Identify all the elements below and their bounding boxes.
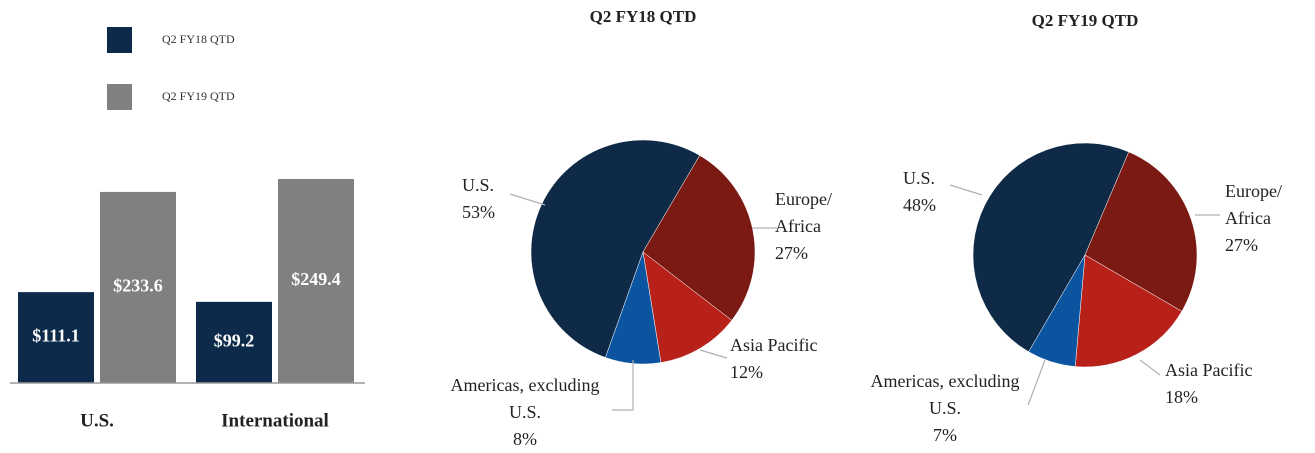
- slice-category: U.S.: [903, 168, 936, 188]
- slice-label: U.S. 53%: [462, 172, 522, 226]
- pie-title: Q2 FY19 QTD: [1032, 11, 1139, 30]
- pie-slice: [972, 142, 1130, 353]
- slice-category: Asia Pacific: [1165, 360, 1253, 380]
- slice-category: Americas, excluding U.S.: [450, 375, 600, 422]
- slice-label: Europe/ Africa 27%: [1225, 178, 1305, 259]
- slice-label: U.S. 48%: [903, 165, 963, 219]
- slice-value: 53%: [462, 202, 495, 222]
- slice-label: Americas, excluding U.S. 7%: [860, 368, 1030, 449]
- slice-category: Europe/ Africa: [775, 189, 832, 236]
- legend-label: Q2 FY19 QTD: [162, 89, 235, 103]
- bar-value-label: $249.4: [291, 269, 341, 289]
- bar: [18, 292, 94, 383]
- slice-value: 48%: [903, 195, 936, 215]
- pie-slice: [530, 139, 701, 358]
- slice-value: 12%: [730, 362, 763, 382]
- pie-title: Q2 FY18 QTD: [590, 7, 697, 26]
- slice-category: Europe/ Africa: [1225, 181, 1282, 228]
- bar-value-label: $99.2: [214, 331, 255, 351]
- bar: [278, 179, 354, 383]
- pie-slice: [642, 155, 756, 321]
- leader-line: [612, 360, 634, 411]
- slice-label: Americas, excluding U.S. 8%: [440, 372, 610, 453]
- bar: [100, 191, 176, 383]
- pie-slice: [642, 251, 733, 363]
- slice-category: U.S.: [462, 175, 495, 195]
- bar: [196, 301, 272, 383]
- leader-line: [699, 349, 728, 359]
- leader-line: [1139, 359, 1161, 376]
- slice-label: Asia Pacific 18%: [1165, 357, 1285, 411]
- slice-label: Europe/ Africa 27%: [775, 186, 855, 267]
- slice-value: 27%: [775, 243, 808, 263]
- leader-line: [949, 184, 983, 196]
- slice-value: 7%: [933, 425, 957, 445]
- legend-label: Q2 FY18 QTD: [162, 32, 235, 46]
- x-tick-label: International: [221, 410, 329, 431]
- pie-slice: [1028, 254, 1086, 367]
- pie-slice: [1084, 151, 1198, 312]
- slice-value: 18%: [1165, 387, 1198, 407]
- leader-line: [509, 193, 546, 206]
- slice-category: Asia Pacific: [730, 335, 818, 355]
- bar-value-label: $111.1: [32, 326, 80, 346]
- slice-value: 27%: [1225, 235, 1258, 255]
- bar-value-label: $233.6: [113, 276, 163, 296]
- slice-category: Americas, excluding U.S.: [870, 371, 1020, 418]
- legend-swatch: [107, 27, 132, 53]
- legend-swatch: [107, 84, 132, 110]
- slice-value: 8%: [513, 429, 537, 449]
- pie-slice: [1074, 254, 1183, 368]
- leader-line: [1027, 359, 1046, 406]
- slice-label: Asia Pacific 12%: [730, 332, 850, 386]
- x-tick-label: U.S.: [80, 410, 114, 431]
